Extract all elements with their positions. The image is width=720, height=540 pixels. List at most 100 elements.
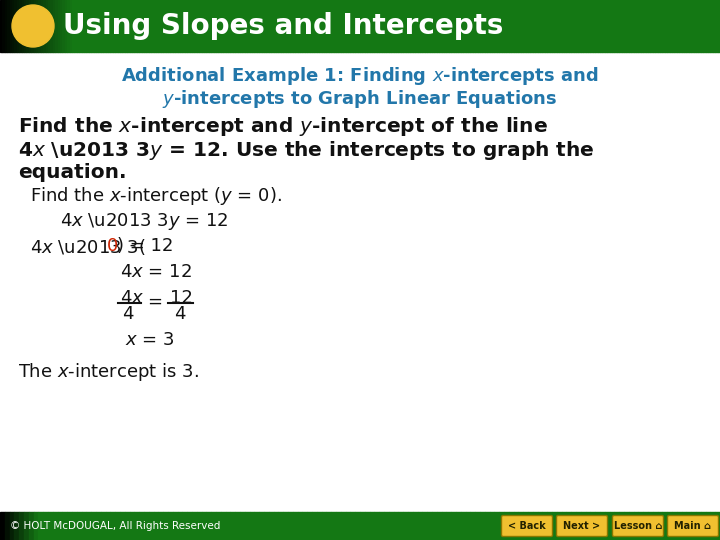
Bar — [636, 0, 639, 52]
Bar — [317, 0, 319, 52]
Bar — [276, 0, 279, 52]
Bar — [497, 0, 499, 52]
Bar — [72, 512, 77, 540]
Bar — [58, 0, 60, 52]
Bar — [0, 0, 2, 52]
Bar — [518, 512, 523, 540]
Bar — [14, 0, 17, 52]
Bar — [439, 0, 441, 52]
Bar — [571, 0, 574, 52]
Bar — [667, 512, 672, 540]
Bar — [266, 0, 269, 52]
Bar — [187, 0, 189, 52]
Text: 12: 12 — [170, 289, 193, 307]
Bar — [583, 0, 585, 52]
Bar — [72, 0, 74, 52]
Bar — [423, 512, 427, 540]
Bar — [89, 0, 91, 52]
Bar — [34, 512, 38, 540]
Bar — [194, 0, 197, 52]
Bar — [50, 0, 53, 52]
Text: =: = — [147, 293, 162, 311]
Bar — [96, 0, 99, 52]
Bar — [629, 512, 634, 540]
Bar — [137, 0, 139, 52]
Bar — [254, 0, 257, 52]
Bar — [389, 0, 391, 52]
Bar — [9, 0, 12, 52]
Bar — [559, 0, 562, 52]
Bar — [81, 512, 86, 540]
Bar — [415, 0, 418, 52]
Bar — [351, 512, 355, 540]
Bar — [691, 512, 696, 540]
Bar — [115, 0, 117, 52]
Bar — [711, 0, 713, 52]
Bar — [646, 0, 648, 52]
Bar — [470, 512, 475, 540]
Bar — [19, 0, 22, 52]
Bar — [384, 512, 389, 540]
Bar — [22, 0, 24, 52]
Bar — [547, 0, 549, 52]
Text: ) = 12: ) = 12 — [117, 237, 174, 255]
Bar — [187, 512, 192, 540]
Bar — [379, 0, 382, 52]
Bar — [576, 512, 581, 540]
Bar — [696, 512, 701, 540]
Bar — [567, 512, 571, 540]
Bar — [81, 0, 84, 52]
Bar — [657, 512, 662, 540]
Bar — [369, 0, 372, 52]
Bar — [605, 0, 607, 52]
Bar — [485, 0, 487, 52]
Bar — [290, 0, 293, 52]
Bar — [110, 512, 115, 540]
Bar — [288, 512, 293, 540]
Bar — [595, 512, 600, 540]
Bar — [394, 512, 398, 540]
Bar — [701, 512, 706, 540]
Bar — [221, 512, 225, 540]
FancyBboxPatch shape — [557, 516, 608, 537]
Bar — [261, 0, 264, 52]
Bar — [641, 0, 643, 52]
Bar — [48, 512, 53, 540]
Bar — [463, 0, 466, 52]
Bar — [343, 0, 346, 52]
Bar — [24, 512, 29, 540]
Bar — [545, 0, 547, 52]
Bar — [235, 512, 240, 540]
Bar — [612, 0, 614, 52]
Bar — [600, 0, 603, 52]
Bar — [243, 0, 245, 52]
Bar — [353, 0, 355, 52]
Bar — [585, 0, 588, 52]
Bar — [413, 0, 415, 52]
Bar — [382, 0, 384, 52]
Bar — [499, 0, 502, 52]
Bar — [127, 0, 130, 52]
Bar — [706, 512, 711, 540]
Bar — [619, 512, 624, 540]
Bar — [691, 0, 693, 52]
Bar — [624, 0, 626, 52]
Bar — [271, 0, 274, 52]
Text: 4: 4 — [174, 305, 186, 323]
Bar — [701, 0, 703, 52]
Bar — [441, 512, 446, 540]
Bar — [27, 0, 29, 52]
Bar — [617, 0, 619, 52]
Bar — [377, 0, 379, 52]
Bar — [538, 0, 540, 52]
Bar — [461, 0, 463, 52]
Bar — [336, 0, 338, 52]
Bar — [204, 0, 207, 52]
Bar — [629, 0, 631, 52]
Bar — [106, 512, 110, 540]
Bar — [600, 512, 605, 540]
Bar — [693, 0, 696, 52]
Bar — [523, 512, 528, 540]
Bar — [41, 0, 43, 52]
Bar — [379, 512, 384, 540]
